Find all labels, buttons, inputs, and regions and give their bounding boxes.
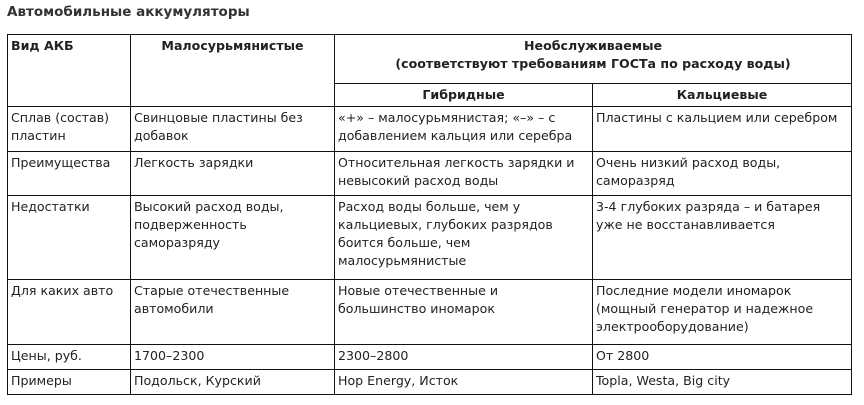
cell-low-antimony: Свинцовые пластины без добавок: [130, 106, 335, 152]
subheader-row: Гибридные Кальциевые: [8, 83, 853, 107]
table-row: Сплав (состав) пластин Свинцовые пластин…: [7, 106, 853, 152]
table-row: Преимущества Легкость зарядки Относитель…: [7, 151, 853, 196]
table-row: Недостатки Высокий расход воды, подверже…: [7, 195, 853, 280]
row-label: Для каких авто: [7, 279, 131, 345]
cell-hybrid: Относительная легкость зарядки и невысок…: [334, 151, 593, 196]
header-maintenance-free-title: Необслуживаемые: [524, 38, 663, 53]
header-type: Вид АКБ: [7, 34, 131, 107]
row-label: Преимущества: [7, 151, 131, 196]
cell-calcium: Пластины с кальцием или серебром: [591, 106, 853, 152]
row-label: Сплав (состав) пластин: [7, 106, 131, 152]
row-label: Недостатки: [7, 195, 131, 280]
table-row: Цены, руб. 1700–2300 2300–2800 От 2800: [7, 344, 853, 370]
page-title: Автомобильные аккумуляторы: [7, 4, 250, 20]
cell-calcium: Последние модели иномарок (мощный генера…: [591, 279, 853, 345]
row-label: Примеры: [7, 369, 131, 395]
cell-hybrid: 2300–2800: [334, 344, 593, 370]
header-maintenance-free-note: (соответствуют требованиям ГОСТа по расх…: [395, 56, 791, 71]
cell-low-antimony: Подольск, Курский: [130, 369, 335, 395]
cell-hybrid: Новые отечественные и большинство иномар…: [334, 279, 593, 345]
table-row: Для каких авто Старые отечественные авто…: [7, 279, 853, 345]
cell-low-antimony: Высокий расход воды, подверженность само…: [130, 195, 335, 280]
cell-calcium: 3-4 глубоких разряда – и батарея уже не …: [591, 195, 853, 280]
header-calcium: Кальциевые: [591, 83, 853, 107]
cell-low-antimony: Легкость зарядки: [130, 151, 335, 196]
table-row: Примеры Подольск, Курский Hop Energy, Ис…: [7, 369, 853, 395]
row-label: Цены, руб.: [7, 344, 131, 370]
cell-hybrid: Hop Energy, Исток: [334, 369, 593, 395]
cell-calcium: Topla, Westa, Big city: [591, 369, 853, 395]
cell-hybrid: Расход воды больше, чем у кальциевых, гл…: [334, 195, 593, 280]
cell-calcium: От 2800: [591, 344, 853, 370]
cell-low-antimony: Старые отечественные автомобили: [130, 279, 335, 345]
header-low-antimony: Малосурьмянистые: [130, 34, 335, 107]
header-maintenance-free: Необслуживаемые (соответствуют требовани…: [333, 34, 853, 84]
header-row: Вид АКБ Малосурьмянистые Необслуживаемые…: [7, 34, 853, 107]
cell-low-antimony: 1700–2300: [130, 344, 335, 370]
battery-comparison-table: Вид АКБ Малосурьмянистые Необслуживаемые…: [7, 34, 853, 395]
cell-hybrid: «+» – малосурьмянистая; «–» – с добавлен…: [334, 106, 593, 152]
header-hybrid: Гибридные: [334, 83, 593, 107]
cell-calcium: Очень низкий расход воды, саморазряд: [591, 151, 853, 196]
